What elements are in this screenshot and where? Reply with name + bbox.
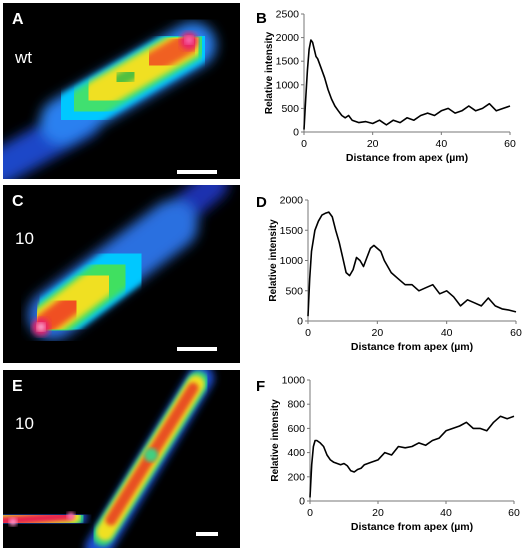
micrograph-e: E 10 — [3, 370, 240, 548]
x-axis-label: Distance from apex (µm) — [351, 521, 473, 533]
hypha-image-a — [3, 21, 216, 179]
condition-label-a: wt — [15, 48, 32, 67]
y-tick-label: 800 — [287, 399, 305, 411]
y-axis-label: Relative intensity — [268, 219, 279, 302]
y-tick-label: 200 — [287, 471, 305, 483]
y-tick-label: 1500 — [276, 56, 300, 68]
y-tick-label: 400 — [287, 447, 305, 459]
chart-b: 0 500 1000 1500 2000 2500 0 20 40 60 Distance from… — [264, 9, 516, 165]
x-tick-label: 40 — [440, 507, 452, 519]
x-tick-label: 40 — [441, 327, 453, 339]
chart-d: 0 500 1000 1500 2000 0 20 40 60 Distance from ape… — [268, 195, 522, 354]
hypha-image-e — [3, 370, 214, 548]
chart-f: 0 200 400 600 800 1000 0 20 40 60 Distance from ap… — [270, 375, 520, 534]
x-tick-label: 40 — [435, 138, 447, 150]
y-tick-label: 600 — [287, 423, 305, 435]
y-tick-label: 1500 — [280, 225, 304, 237]
x-tick-label: 60 — [504, 138, 516, 150]
panel-label-c: C — [12, 193, 24, 210]
y-axis-label: Relative intensity — [270, 399, 281, 482]
x-tick-label: 0 — [301, 138, 307, 150]
y-tick-label: 2500 — [276, 9, 300, 21]
scale-bar-e — [196, 532, 218, 536]
y-tick-label: 0 — [293, 127, 299, 139]
y-tick-label: 0 — [297, 316, 303, 328]
hypha-image-c — [24, 185, 228, 347]
x-tick-label: 0 — [307, 507, 313, 519]
panel-label-d: D — [256, 194, 267, 211]
intensity-line — [303, 39, 511, 130]
y-tick-label: 1000 — [276, 79, 300, 91]
y-tick-label: 0 — [299, 496, 305, 508]
scale-bar-a — [177, 170, 217, 174]
panel-label-f: F — [256, 378, 266, 395]
y-tick-label: 2000 — [276, 32, 300, 44]
x-tick-label: 20 — [371, 327, 383, 339]
micrograph-c: C 10 — [3, 185, 240, 363]
intensity-line — [307, 211, 517, 317]
panel-label-b: B — [256, 10, 267, 27]
x-tick-label: 60 — [510, 327, 522, 339]
y-tick-label: 500 — [285, 285, 303, 297]
panel-label-e: E — [12, 378, 23, 395]
x-axis-label: Distance from apex (µm) — [351, 341, 473, 353]
y-tick-label: 500 — [281, 103, 299, 115]
x-tick-label: 60 — [508, 507, 520, 519]
x-tick-label: 20 — [367, 138, 379, 150]
y-tick-label: 1000 — [282, 375, 306, 387]
condition-label-c: 10 — [15, 229, 34, 248]
condition-label-e: 10 — [15, 414, 34, 433]
x-tick-label: 20 — [372, 507, 384, 519]
intensity-line — [309, 415, 515, 498]
y-tick-label: 2000 — [280, 195, 304, 207]
micrograph-a: A wt — [3, 3, 240, 179]
y-axis-label: Relative intensity — [264, 31, 275, 114]
x-tick-label: 0 — [305, 327, 311, 339]
panel-label-a: A — [12, 11, 24, 28]
scale-bar-c — [177, 347, 217, 351]
x-axis-label: Distance from apex (µm) — [346, 152, 468, 164]
y-tick-label: 1000 — [280, 255, 304, 267]
